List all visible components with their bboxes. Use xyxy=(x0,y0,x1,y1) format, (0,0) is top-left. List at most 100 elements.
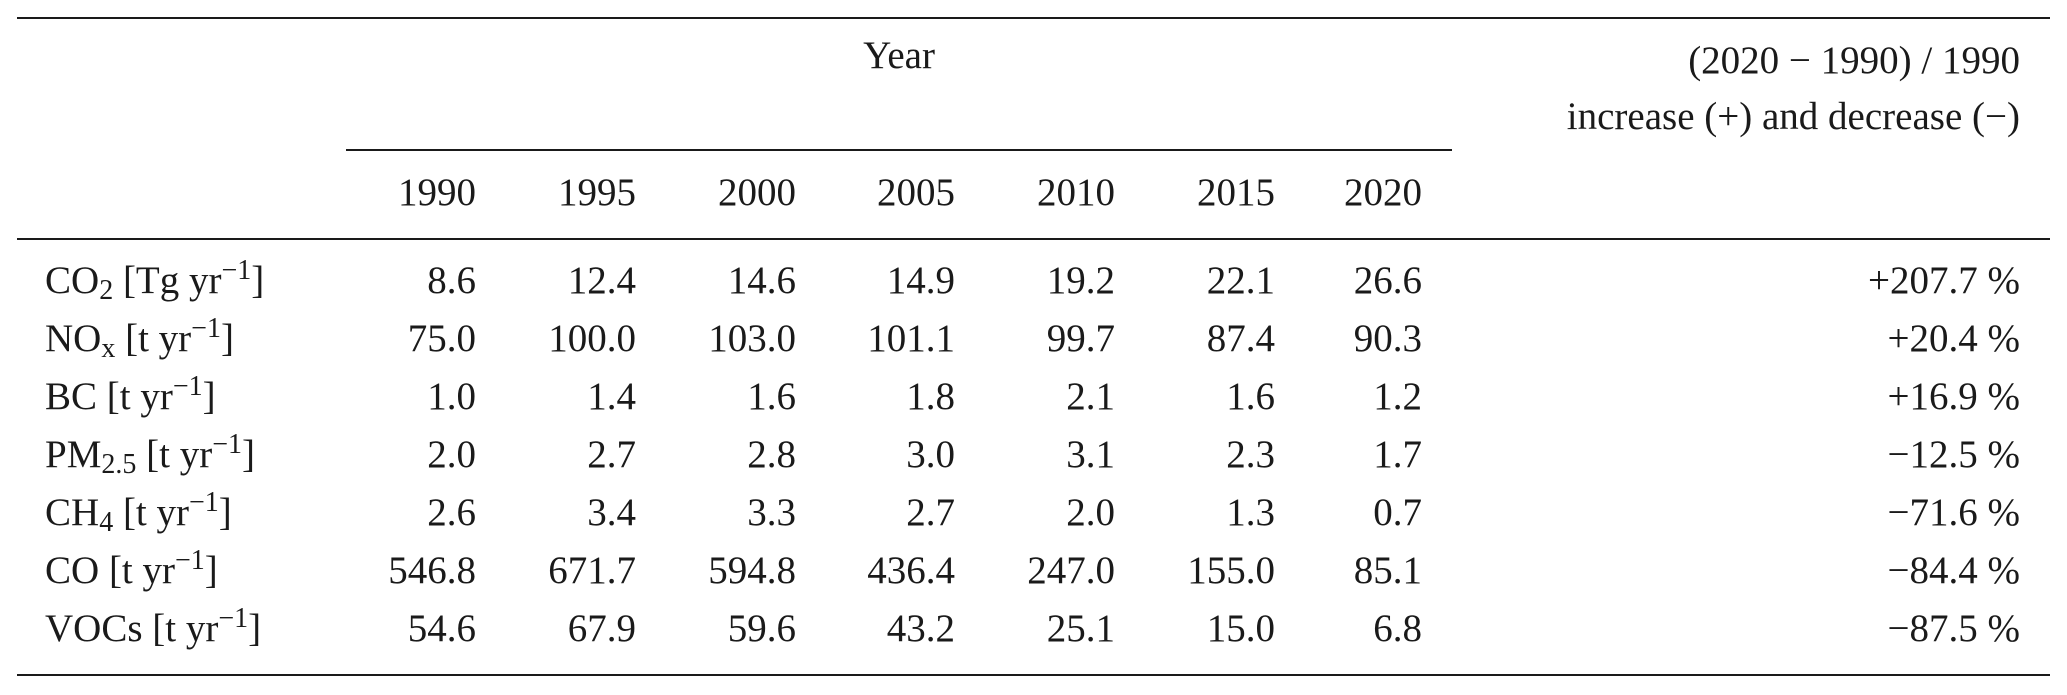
table-cell-2000: 14.6 xyxy=(727,259,796,302)
table-cell-1995: 12.4 xyxy=(567,259,636,302)
unit-exponent: −1 xyxy=(172,371,203,402)
table-row: PM2.5 [t yr−1] 2.0 2.7 2.8 3.0 3.1 2.3 1.7 −12.5… xyxy=(0,426,2067,484)
table-cell-2005: 3.0 xyxy=(906,433,955,476)
table-cell-1995: 100.0 xyxy=(548,317,636,360)
species-name: PM xyxy=(45,433,102,476)
unit-exponent: −1 xyxy=(221,255,252,286)
unit-prefix: [t yr xyxy=(97,375,173,418)
table-cell-1990: 546.8 xyxy=(388,549,476,592)
table-cell-2000: 59.6 xyxy=(727,607,796,650)
table-cell-2005: 14.9 xyxy=(886,259,955,302)
unit-exponent: −1 xyxy=(218,603,249,634)
column-header-2020: 2020 xyxy=(1344,171,1422,214)
table-cell-2005: 101.1 xyxy=(867,317,955,360)
table-row: CO2 [Tg yr−1] 8.6 12.4 14.6 14.9 19.2 22.1 26.6… xyxy=(0,252,2067,310)
table-cell-2015: 2.3 xyxy=(1226,433,1275,476)
table-cell-1995: 3.4 xyxy=(587,491,636,534)
table-cell-2000: 2.8 xyxy=(747,433,796,476)
species-subscript: 2 xyxy=(99,275,114,306)
table-cell-1995: 1.4 xyxy=(587,375,636,418)
change-header-line-2: increase (+) and decrease (−) xyxy=(1566,95,2020,138)
species-name: CH xyxy=(45,491,100,534)
table-cell-2000: 103.0 xyxy=(708,317,796,360)
table-cell-2010: 2.1 xyxy=(1066,375,1115,418)
table-cell-2000: 3.3 xyxy=(747,491,796,534)
species-name: NO xyxy=(45,317,102,360)
table-header-rule xyxy=(17,238,2050,240)
table-cell-2010: 247.0 xyxy=(1027,549,1115,592)
table-cell-2005: 2.7 xyxy=(906,491,955,534)
table-cell-2005: 436.4 xyxy=(867,549,955,592)
unit-exponent: −1 xyxy=(191,313,221,344)
table-cell-2020: 26.6 xyxy=(1353,259,1422,302)
table-cell-change: +16.9 % xyxy=(1887,375,2020,418)
year-group-rule xyxy=(346,149,1452,151)
table-cell-2020: 85.1 xyxy=(1353,549,1422,592)
row-label: CO2 [Tg yr−1] xyxy=(45,252,264,310)
column-header-2005: 2005 xyxy=(877,171,955,214)
unit-suffix: ] xyxy=(248,607,262,650)
table-cell-2015: 22.1 xyxy=(1206,259,1275,302)
row-label: NOx [t yr−1] xyxy=(45,310,234,368)
unit-suffix: ] xyxy=(202,375,216,418)
row-label: PM2.5 [t yr−1] xyxy=(45,426,255,484)
species-subscript: x xyxy=(101,333,116,364)
table-cell-1995: 2.7 xyxy=(587,433,636,476)
species-subscript: 4 xyxy=(99,507,114,538)
table-cell-change: −71.6 % xyxy=(1887,491,2020,534)
table-cell-2015: 1.6 xyxy=(1226,375,1275,418)
table-row: BC [t yr−1] 1.0 1.4 1.6 1.8 2.1 1.6 1.2 +16.9 % xyxy=(0,368,2067,426)
unit-suffix: ] xyxy=(241,433,255,476)
column-header-2000: 2000 xyxy=(718,171,796,214)
unit-prefix: [t yr xyxy=(142,607,219,650)
species-name: BC xyxy=(45,375,98,418)
table-cell-1990: 2.6 xyxy=(427,491,476,534)
table-cell-1990: 54.6 xyxy=(407,607,476,650)
table-cell-2020: 1.7 xyxy=(1373,433,1422,476)
table-cell-2010: 25.1 xyxy=(1046,607,1115,650)
table-cell-2015: 155.0 xyxy=(1187,549,1275,592)
unit-prefix: [t yr xyxy=(113,491,189,534)
unit-prefix: [t yr xyxy=(99,549,175,592)
table-cell-2010: 2.0 xyxy=(1066,491,1115,534)
column-header-1995: 1995 xyxy=(558,171,636,214)
row-label: VOCs [t yr−1] xyxy=(45,600,261,658)
table-cell-2000: 1.6 xyxy=(747,375,796,418)
unit-prefix: [t yr xyxy=(136,433,213,476)
table-cell-2010: 19.2 xyxy=(1046,259,1115,302)
table-cell-change: −87.5 % xyxy=(1887,607,2020,650)
table-cell-change: +20.4 % xyxy=(1887,317,2020,360)
row-label: CO [t yr−1] xyxy=(45,542,218,600)
column-header-2015: 2015 xyxy=(1197,171,1275,214)
table-cell-2020: 90.3 xyxy=(1353,317,1422,360)
column-header-1990: 1990 xyxy=(398,171,476,214)
table-top-rule xyxy=(17,17,2050,19)
table-cell-2020: 6.8 xyxy=(1373,607,1422,650)
unit-exponent: −1 xyxy=(212,429,242,460)
table-cell-2005: 43.2 xyxy=(886,607,955,650)
table-cell-2005: 1.8 xyxy=(906,375,955,418)
table-cell-2000: 594.8 xyxy=(708,549,796,592)
table-cell-1990: 2.0 xyxy=(427,433,476,476)
species-name: CO xyxy=(45,259,100,302)
table-cell-2010: 3.1 xyxy=(1066,433,1115,476)
table-row: CO [t yr−1] 546.8 671.7 594.8 436.4 247.0 155.… xyxy=(0,542,2067,600)
species-name: VOCs xyxy=(45,607,143,650)
table-cell-2010: 99.7 xyxy=(1046,317,1115,360)
table-row: NOx [t yr−1] 75.0 100.0 103.0 101.1 99.7 87.4 9… xyxy=(0,310,2067,368)
year-group-header: Year xyxy=(863,34,935,77)
table-cell-1990: 75.0 xyxy=(407,317,476,360)
table-cell-2015: 15.0 xyxy=(1206,607,1275,650)
table-cell-1990: 8.6 xyxy=(427,259,476,302)
unit-prefix: [t yr xyxy=(115,317,192,360)
table-cell-change: −84.4 % xyxy=(1887,549,2020,592)
row-label: CH4 [t yr−1] xyxy=(45,484,232,542)
unit-suffix: ] xyxy=(220,317,234,360)
table-bottom-rule xyxy=(17,674,2050,676)
table-cell-2020: 0.7 xyxy=(1373,491,1422,534)
table-row: VOCs [t yr−1] 54.6 67.9 59.6 43.2 25.1 15.0 6.8… xyxy=(0,600,2067,658)
table-cell-change: −12.5 % xyxy=(1887,433,2020,476)
unit-suffix: ] xyxy=(204,549,218,592)
change-header-line-1: (2020 − 1990) / 1990 xyxy=(1688,39,2020,82)
